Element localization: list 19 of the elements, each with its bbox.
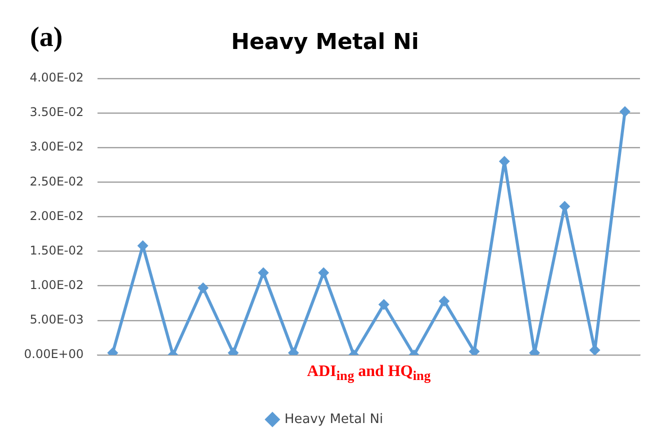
x-axis-title: ADI$_{ing}$ and HQ$_{ing}$ xyxy=(307,363,431,384)
point xyxy=(438,296,450,307)
y-tick-label: 5.00E-03 xyxy=(30,312,84,327)
y-tick-label: 3.50E-02 xyxy=(30,105,84,120)
y-tick-label: 0.00E+00 xyxy=(24,347,84,362)
point xyxy=(619,106,630,118)
point xyxy=(378,299,390,310)
y-tick-label: 2.00E-02 xyxy=(30,208,84,223)
y-tick-label: 4.00E-02 xyxy=(30,70,84,85)
text: (a) xyxy=(30,22,63,53)
y-tick-label: 1.50E-02 xyxy=(30,243,84,258)
point xyxy=(258,267,269,278)
y-tick-label: 1.00E-02 xyxy=(30,278,84,292)
chart-title: Heavy Metal Ni xyxy=(231,30,419,55)
point xyxy=(198,282,209,294)
y-tick-label: 2.50E-02 xyxy=(30,174,84,188)
legend-label: Heavy Metal Ni xyxy=(284,412,384,427)
y-tick-label: 3.00E-02 xyxy=(30,140,84,154)
point xyxy=(318,267,330,278)
